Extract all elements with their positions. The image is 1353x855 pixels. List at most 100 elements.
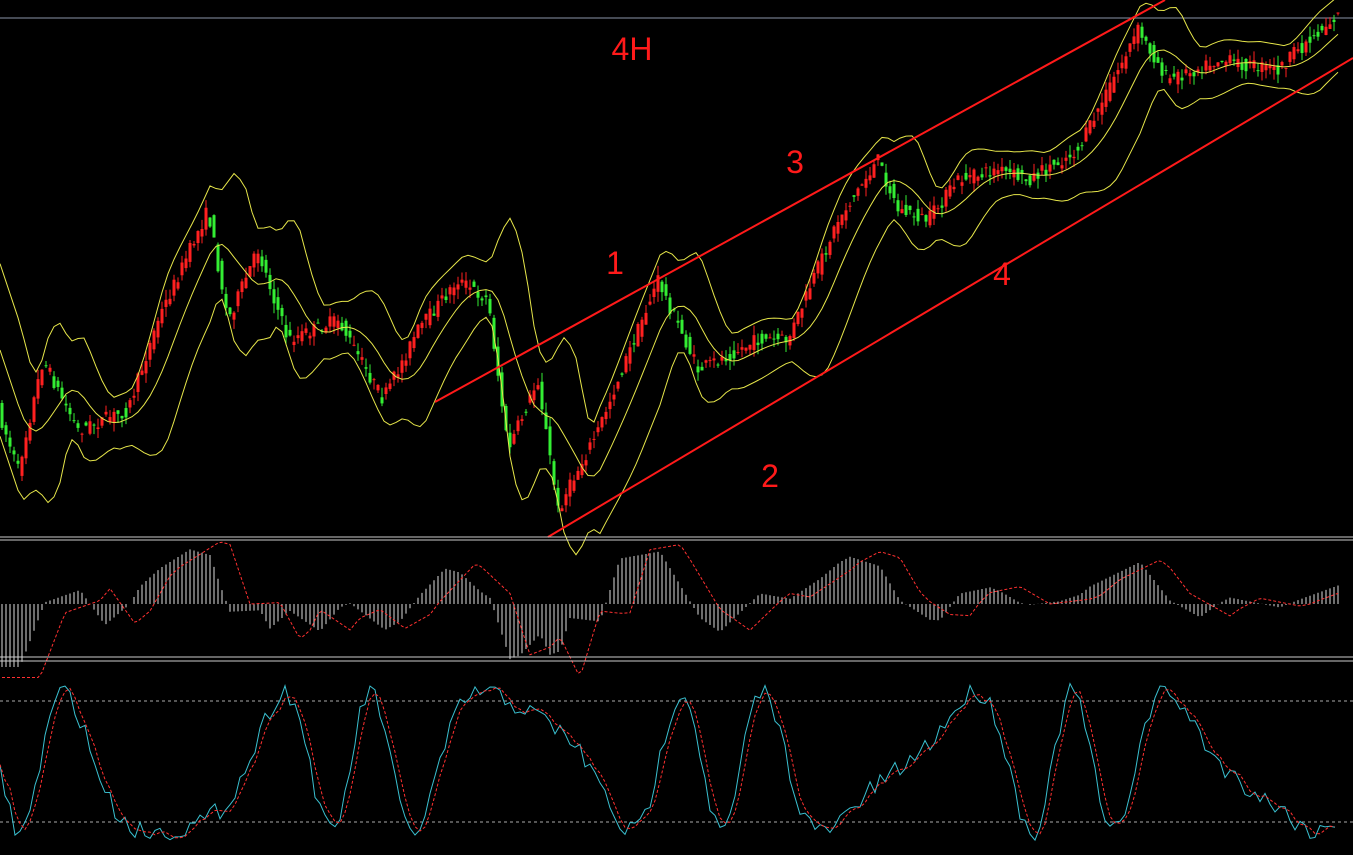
candle-body — [180, 262, 184, 276]
candle-body — [1332, 19, 1336, 23]
candle-body — [468, 287, 472, 290]
candle-body — [1168, 78, 1172, 84]
candle-body — [1276, 65, 1280, 75]
candle-body — [520, 419, 524, 421]
candle-body — [928, 210, 932, 226]
stochastic-panel — [0, 682, 1336, 842]
candle-body — [668, 297, 672, 314]
candle-body — [400, 360, 404, 373]
candle-body — [1216, 62, 1220, 67]
candle-body — [292, 341, 296, 346]
candle-body — [8, 437, 12, 447]
candle-body — [688, 336, 692, 354]
candle-body — [732, 350, 736, 359]
candle-body — [196, 231, 200, 244]
candle-body — [340, 322, 344, 331]
candle-body — [832, 226, 836, 239]
candle-body — [1080, 145, 1084, 147]
candle-body — [924, 215, 928, 222]
macd-panel — [1, 541, 1339, 678]
candle-body — [728, 354, 732, 361]
bollinger-band — [0, 33, 1339, 477]
candle-body — [156, 320, 160, 338]
candle-body — [372, 379, 376, 381]
candle-body — [884, 172, 888, 187]
candle-body — [820, 253, 824, 275]
candle-body — [396, 374, 400, 378]
candle-body — [1020, 169, 1024, 175]
candle-body — [508, 432, 512, 448]
candle-body — [272, 289, 276, 304]
wave-label: 1 — [606, 245, 624, 281]
candle-body — [412, 337, 416, 349]
candle-body — [1120, 62, 1124, 69]
candle-body — [1256, 70, 1260, 72]
candle-body — [900, 209, 904, 214]
candle-body — [1336, 12, 1340, 14]
candle-body — [800, 308, 804, 318]
candle-body — [880, 162, 884, 166]
candle-body — [364, 367, 368, 369]
candle-body — [276, 297, 280, 310]
channel-lower-line — [547, 57, 1353, 538]
candle-body — [968, 175, 972, 178]
candle-body — [512, 433, 516, 444]
candle-body — [108, 417, 112, 423]
candle-body — [172, 279, 176, 296]
candle-body — [16, 460, 20, 464]
candle-body — [488, 298, 492, 314]
candle-body — [744, 347, 748, 351]
candle-body — [116, 410, 120, 414]
candle-body — [52, 376, 56, 388]
candle-body — [620, 373, 624, 375]
candle-body — [656, 275, 660, 292]
candle-body — [168, 298, 172, 305]
candle-body — [40, 369, 44, 386]
candle-body — [944, 189, 948, 207]
candle-body — [1036, 172, 1040, 179]
candle-body — [1068, 154, 1072, 158]
candle-body — [1092, 120, 1096, 127]
candle-body — [148, 342, 152, 360]
candle-body — [576, 470, 580, 480]
candle-body — [776, 333, 780, 340]
candle-body — [780, 334, 784, 336]
candle-body — [604, 411, 608, 420]
candle-body — [348, 330, 352, 338]
candle-body — [940, 205, 944, 208]
candle-body — [464, 280, 468, 288]
candle-body — [296, 335, 300, 339]
candle-body — [1060, 165, 1064, 169]
candle-body — [88, 421, 92, 434]
candle-body — [428, 308, 432, 326]
candle-body — [1284, 67, 1288, 69]
bollinger-band — [0, 0, 1335, 423]
candle-body — [100, 417, 104, 426]
candle-body — [388, 383, 392, 389]
candle-body — [408, 341, 412, 359]
candle-body — [872, 164, 876, 178]
candle-body — [572, 480, 576, 491]
candle-body — [1264, 64, 1268, 71]
candle-body — [128, 400, 132, 408]
wave-label: 2 — [761, 458, 779, 494]
candle-body — [684, 334, 688, 348]
candle-body — [1272, 66, 1276, 70]
candle-body — [588, 442, 592, 450]
candle-body — [828, 241, 832, 255]
candle-body — [1316, 31, 1320, 37]
candle-body — [256, 253, 260, 264]
candle-body — [1320, 25, 1324, 31]
candle-body — [376, 384, 380, 391]
candle-body — [212, 215, 216, 238]
candle-body — [264, 259, 268, 273]
candle-body — [712, 358, 716, 361]
candle-body — [76, 423, 80, 428]
candle-body — [248, 266, 252, 277]
candle-body — [696, 366, 700, 373]
candle-body — [288, 329, 292, 336]
candle-body — [1240, 63, 1244, 70]
candle-body — [1260, 62, 1264, 72]
candle-body — [960, 182, 964, 186]
